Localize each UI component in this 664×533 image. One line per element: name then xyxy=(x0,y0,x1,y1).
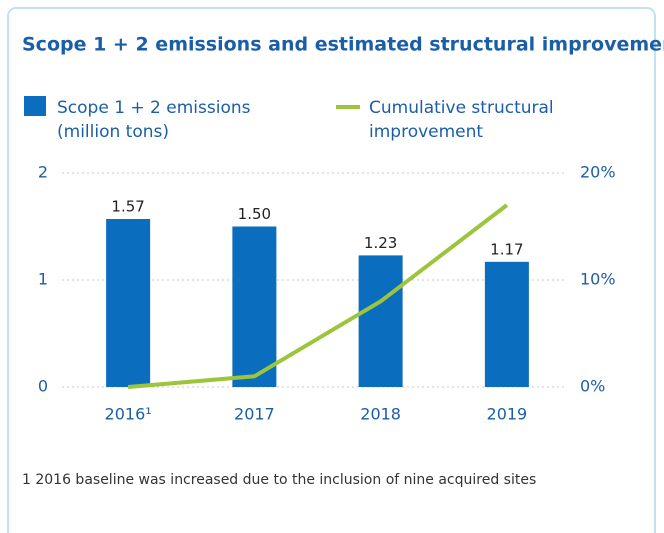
x-tick-label: 2018 xyxy=(360,405,401,424)
y-tick-label: 1 xyxy=(38,270,48,289)
data-label: 1.23 xyxy=(364,234,397,252)
chart-title: Scope 1 + 2 emissions and estimated stru… xyxy=(22,34,664,56)
legend-label: Cumulative structural improvement xyxy=(369,98,554,142)
bar xyxy=(106,219,151,387)
x-tick-label: 2016¹ xyxy=(105,405,152,424)
data-label: 1.50 xyxy=(238,205,271,223)
y2-tick-label: 20% xyxy=(580,163,616,182)
card xyxy=(7,7,656,533)
footnote: 1 2016 baseline was increased due to the… xyxy=(22,472,536,488)
legend-swatch xyxy=(24,96,46,116)
x-tick-label: 2019 xyxy=(487,405,528,424)
data-label: 1.57 xyxy=(111,198,144,216)
x-tick-label: 2017 xyxy=(234,405,275,424)
data-label: 1.17 xyxy=(490,240,523,258)
legend-label: Scope 1 + 2 emissions (million tons) xyxy=(57,98,251,142)
y-tick-label: 0 xyxy=(38,377,48,396)
y2-tick-label: 10% xyxy=(580,270,616,289)
bar xyxy=(484,261,529,387)
line xyxy=(127,203,509,389)
bar xyxy=(232,226,277,387)
y-tick-label: 2 xyxy=(38,163,48,182)
y2-tick-label: 0% xyxy=(580,377,605,396)
bar xyxy=(358,255,403,387)
